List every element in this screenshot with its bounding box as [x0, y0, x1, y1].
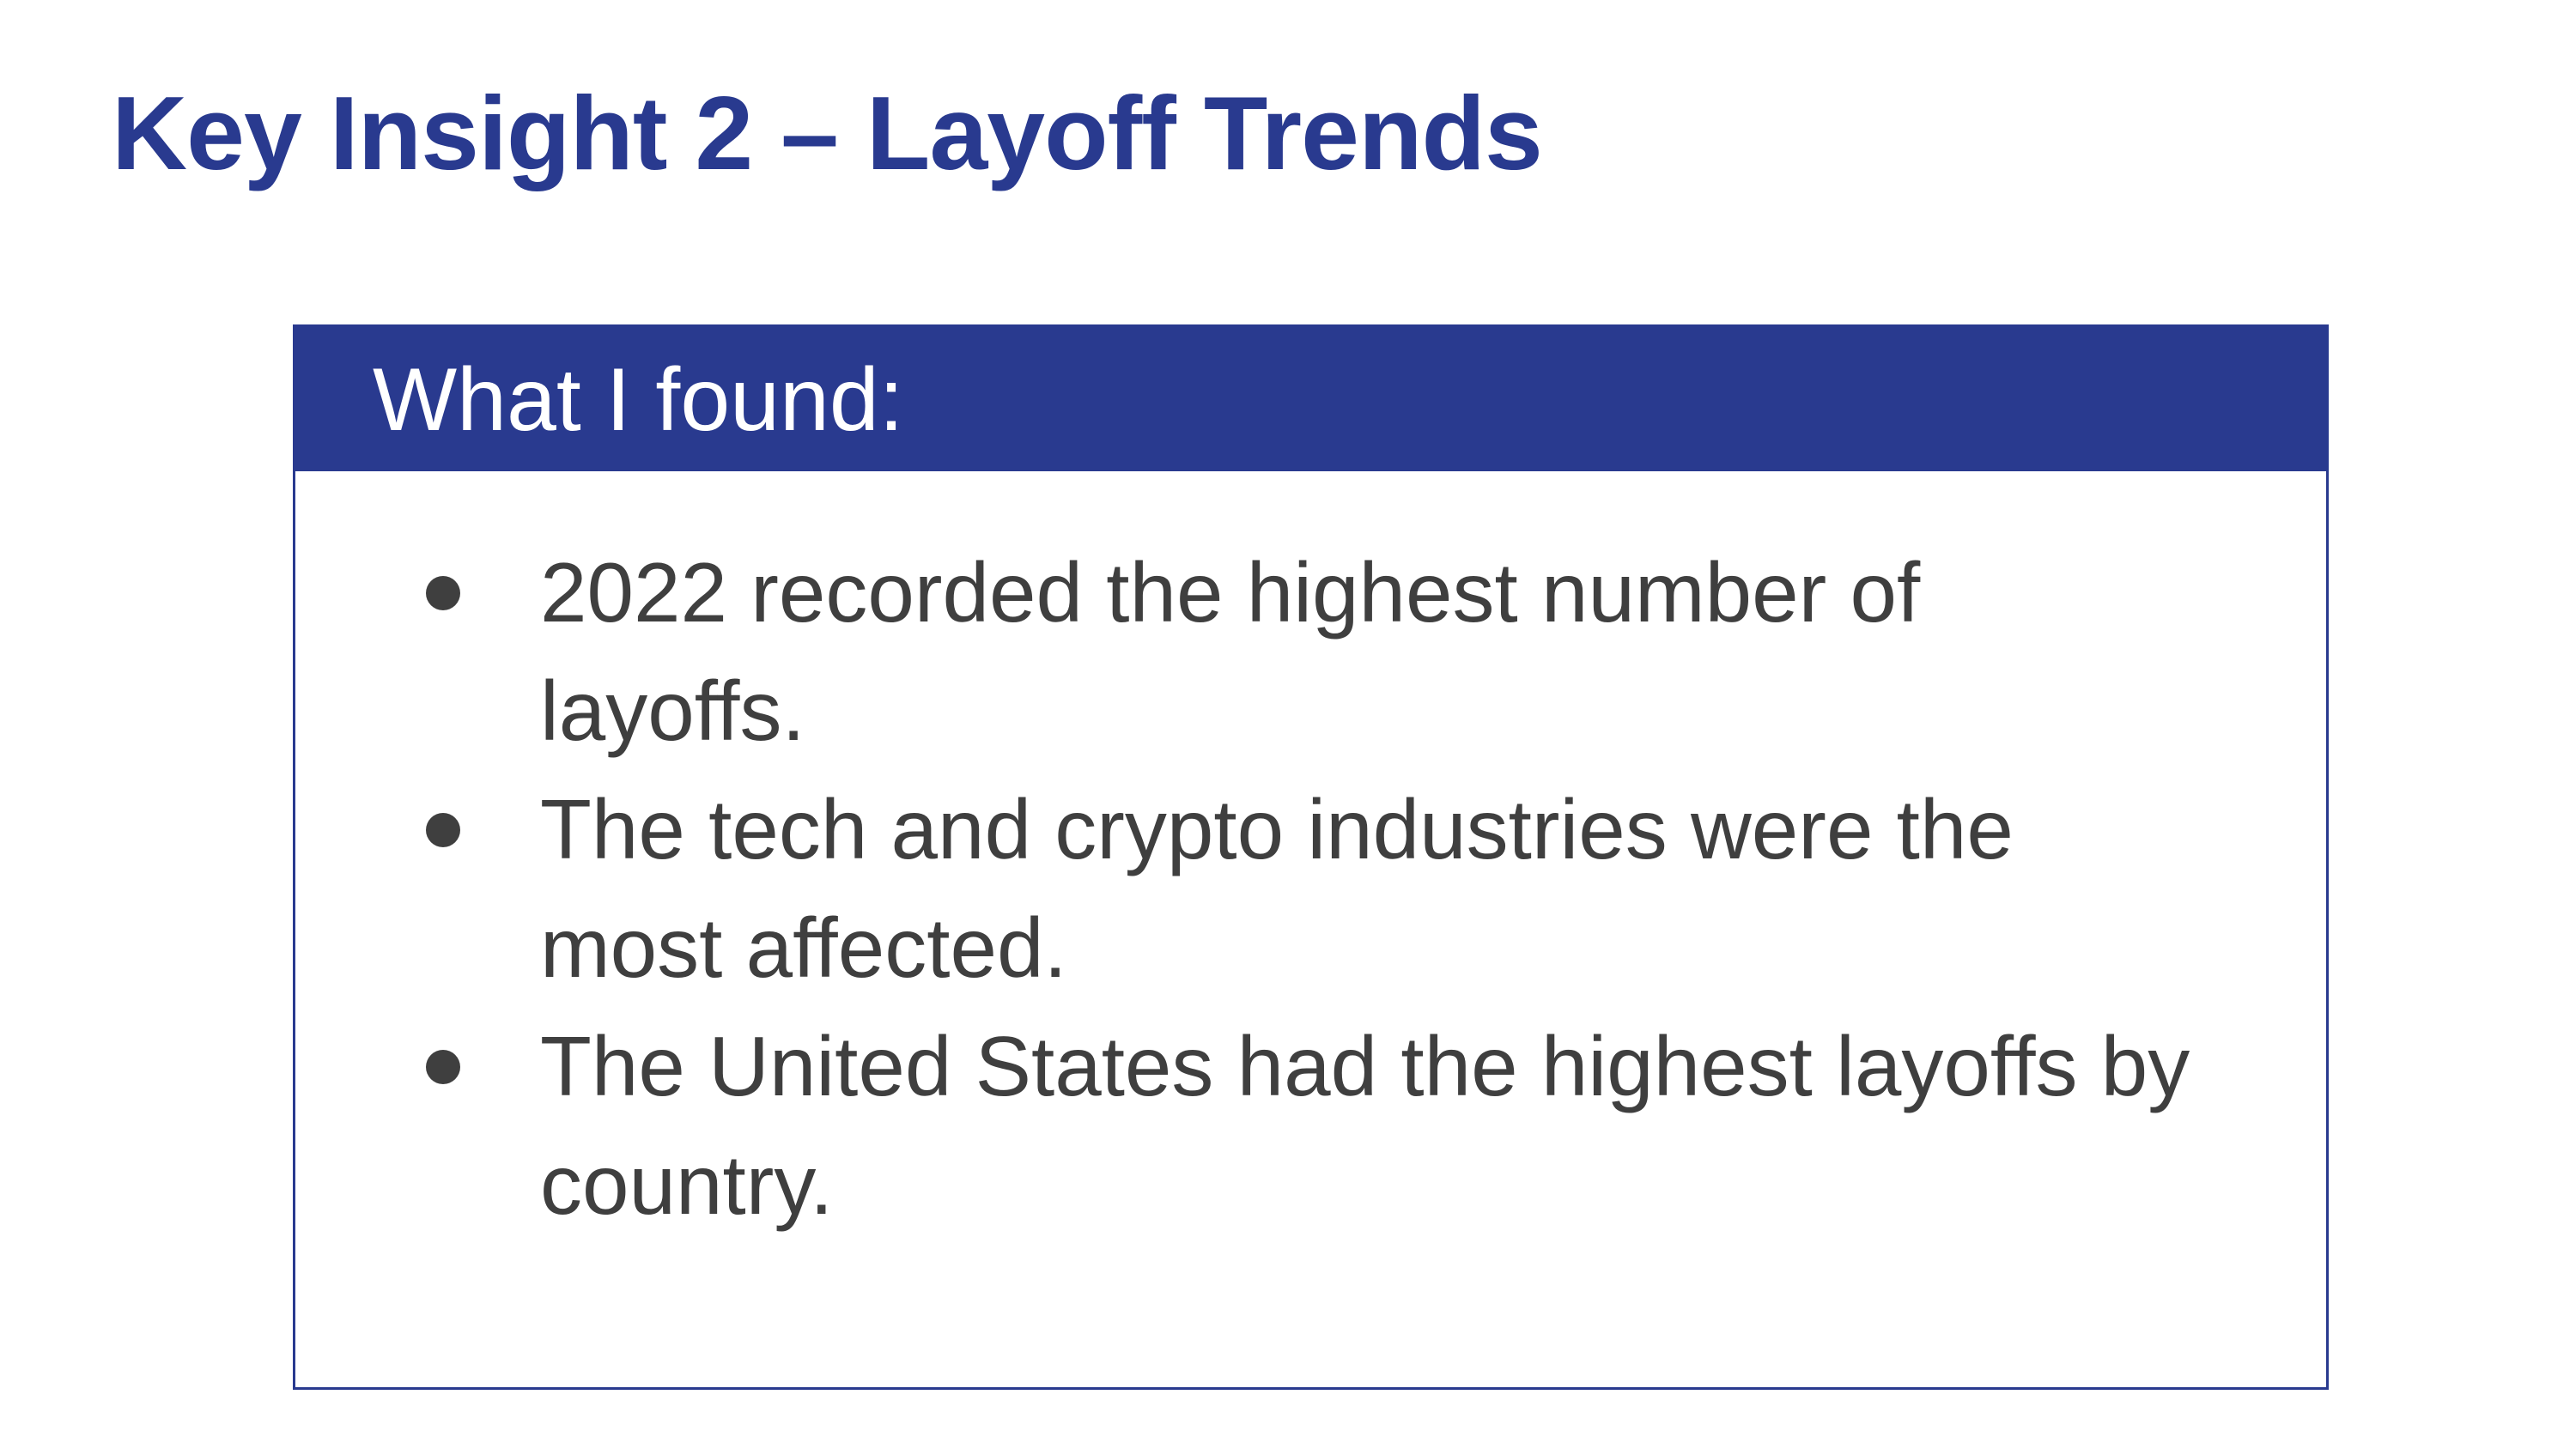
list-item-text: The United States had the highest layoff…: [540, 1019, 2190, 1232]
list-item-text: 2022 recorded the highest number of layo…: [540, 545, 1921, 758]
bullet-icon: [426, 1050, 460, 1084]
list-item: 2022 recorded the highest number of layo…: [295, 533, 2326, 770]
bullet-icon: [426, 576, 460, 610]
findings-box-header-text: What I found:: [373, 350, 904, 450]
slide-title: Key Insight 2 – Layoff Trends: [112, 75, 1543, 191]
list-item-text: The tech and crypto industries were the …: [540, 782, 2014, 995]
list-item: The United States had the highest layoff…: [295, 1007, 2326, 1244]
list-item: The tech and crypto industries were the …: [295, 770, 2326, 1007]
findings-list: 2022 recorded the highest number of layo…: [295, 533, 2326, 1244]
bullet-icon: [426, 813, 460, 847]
findings-box-header: What I found:: [295, 327, 2326, 471]
findings-box: What I found: 2022 recorded the highest …: [293, 324, 2329, 1390]
